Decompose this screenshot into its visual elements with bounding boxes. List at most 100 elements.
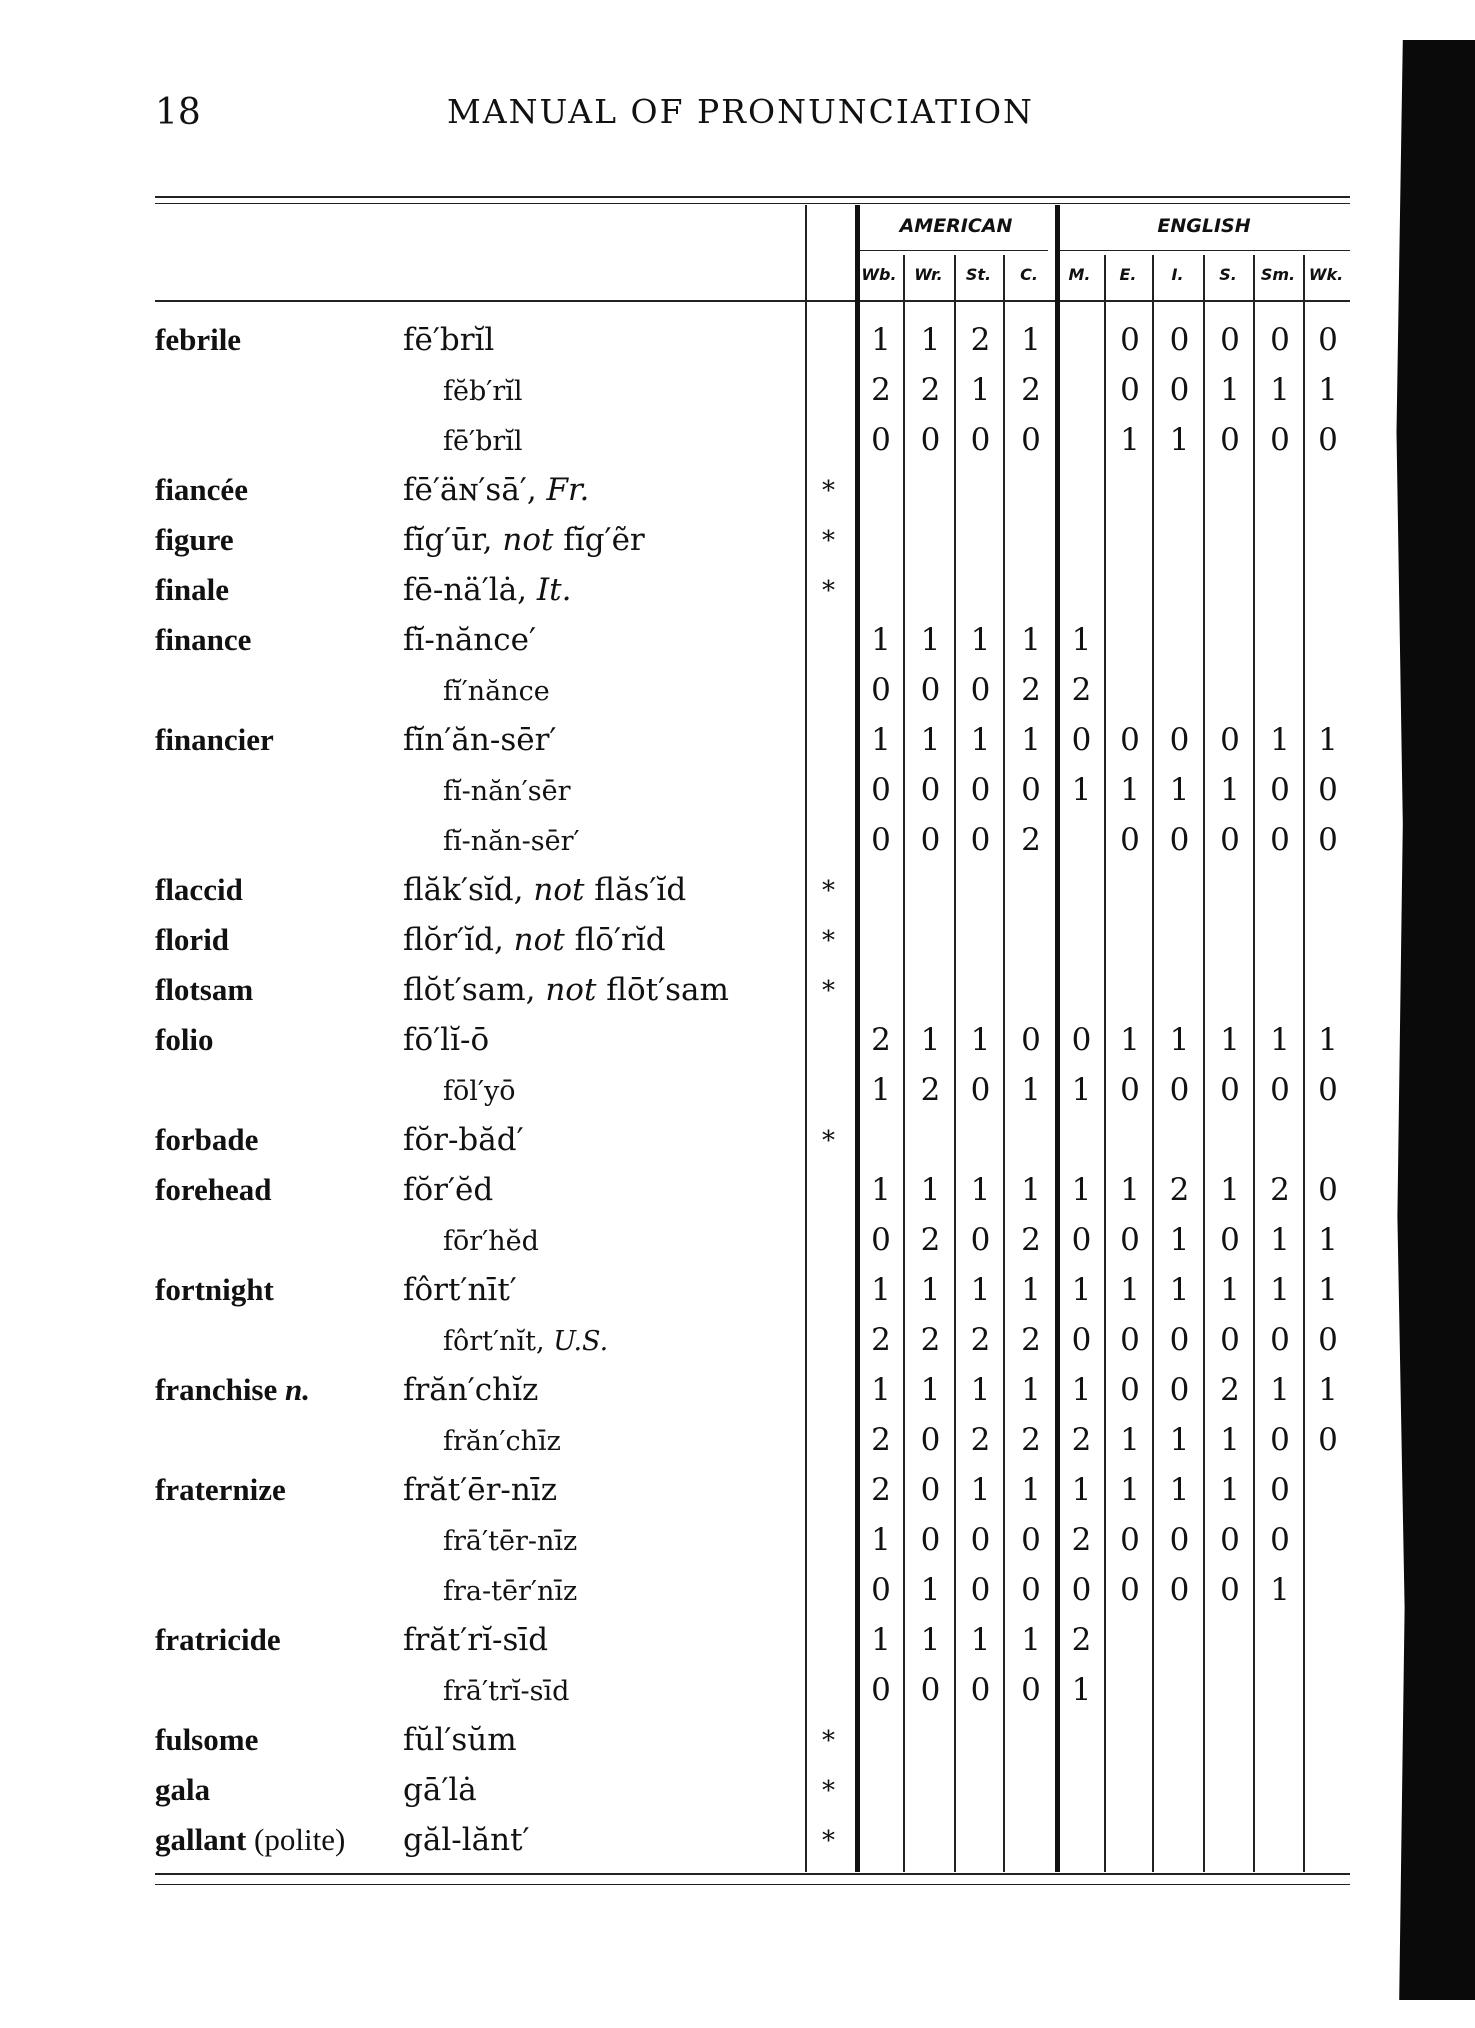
table-row: fĕb′rĭl 2 2 1 2 0 0 1 1 1 (0, 372, 1392, 422)
column-header: I. (1171, 265, 1184, 284)
table-row: fraternize frăt′ēr-nīz 2 0 1 1 1 1 1 1 0 (0, 1472, 1392, 1522)
table-row: frăn′chīz 2 0 2 2 2 1 1 1 0 0 (0, 1422, 1392, 1472)
pronunciation-segment: fē′brĭl (443, 426, 523, 457)
table-row: fĭ-năn′sēr 0 0 0 0 1 1 1 1 0 0 (0, 772, 1392, 822)
vote-count: 2 (970, 322, 991, 358)
pronunciation: fĭ-năn′sēr (443, 776, 571, 807)
vote-count: 1 (1318, 1222, 1338, 1258)
vote-count: 0 (1270, 1322, 1290, 1358)
vote-count: 1 (1021, 1272, 1041, 1308)
vote-count: 0 (920, 672, 941, 708)
vote-count: 0 (920, 1472, 941, 1508)
vote-count: 0 (1318, 822, 1338, 858)
table-row: florid flŏr′ĭd, not flō′rĭd * (0, 922, 1392, 972)
asterisk-mark: * (822, 576, 835, 606)
pronunciation-segment: fôrt′nĭt, (443, 1326, 554, 1357)
vote-count: 0 (920, 822, 941, 858)
vote-count: 0 (1270, 1422, 1290, 1458)
vote-count: 0 (871, 1222, 891, 1258)
table-row: fē′brĭl 0 0 0 0 1 1 0 0 0 (0, 422, 1392, 472)
vote-count: 0 (871, 1672, 891, 1708)
column-header: St. (965, 265, 992, 284)
vote-count: 0 (1120, 322, 1140, 358)
vote-count: 0 (1021, 1022, 1041, 1058)
pronunciation: fĭn′ăn-sēr′ (403, 722, 556, 758)
vote-count: 0 (1220, 1222, 1240, 1258)
headword-text: forbade (155, 1122, 259, 1157)
vote-count: 0 (970, 1522, 991, 1558)
vote-count: 1 (1220, 1172, 1240, 1208)
vote-count: 1 (1021, 1172, 1041, 1208)
vote-count: 0 (1318, 422, 1338, 458)
vote-count: 1 (1021, 722, 1041, 758)
vote-count: 1 (1021, 622, 1041, 658)
pronunciation: frā′trĭ-sīd (443, 1676, 569, 1707)
vote-count: 1 (1270, 1022, 1290, 1058)
vote-count: 1 (920, 1272, 941, 1308)
headword-text: finale (155, 572, 230, 607)
table-row: fra-tēr′nīz 0 1 0 0 0 0 0 0 1 (0, 1572, 1392, 1622)
table-row: gallant (polite) găl-lănt′ * (0, 1822, 1392, 1872)
vote-count: 2 (1071, 672, 1092, 708)
vote-count: 0 (1120, 1372, 1140, 1408)
vote-count: 0 (1270, 822, 1290, 858)
headword: financier (155, 722, 274, 758)
headword: fraternize (155, 1472, 286, 1508)
column-divider (1055, 205, 1060, 1872)
vote-count: 0 (1220, 822, 1240, 858)
vote-count: 1 (970, 1022, 991, 1058)
vote-count: 0 (871, 772, 891, 808)
column-divider (855, 205, 860, 1872)
vote-count: 1 (1071, 1072, 1092, 1108)
vote-count: 0 (1318, 1172, 1338, 1208)
pronunciation-segment: fē′äɴ′sā′, (403, 472, 547, 508)
vote-count: 1 (1120, 1172, 1140, 1208)
vote-count: 2 (970, 1322, 991, 1358)
vote-count: 1 (1071, 1472, 1092, 1508)
column-header: E. (1119, 265, 1137, 284)
table-row: folio fō′lĭ-ō 2 1 1 0 0 1 1 1 1 1 (0, 1022, 1392, 1072)
vote-count: 1 (871, 1622, 891, 1658)
vote-count: 1 (1120, 1422, 1140, 1458)
vote-count: 0 (1120, 1522, 1140, 1558)
column-header: C. (1020, 265, 1038, 284)
pronunciation-segment: fĭn′ăn-sēr′ (403, 722, 557, 758)
asterisk-mark: * (822, 526, 835, 556)
vote-count: 2 (1220, 1372, 1240, 1408)
column-header: M. (1068, 265, 1091, 284)
vote-count: 1 (1318, 372, 1338, 408)
vote-count: 2 (970, 1422, 991, 1458)
vote-count: 1 (1169, 772, 1190, 808)
vote-count: 0 (1169, 1372, 1190, 1408)
vote-count: 1 (1169, 1022, 1190, 1058)
table-row: flotsam flŏt′sam, not flōt′sam * (0, 972, 1392, 1022)
asterisk-mark: * (822, 926, 835, 956)
vote-count: 0 (920, 772, 941, 808)
pronunciation-segment: Fr. (546, 472, 590, 508)
pronunciation: fĭ′nănce (443, 676, 550, 707)
american-rule (858, 250, 1048, 251)
vote-count: 0 (871, 822, 891, 858)
vote-count: 0 (1220, 322, 1240, 358)
headword-text: finance (155, 622, 252, 657)
asterisk-mark: * (822, 976, 835, 1006)
vote-count: 0 (970, 772, 991, 808)
headword-text: florid (155, 922, 230, 957)
headword: fratricide (155, 1622, 281, 1658)
group-english: ENGLISH (1157, 215, 1251, 237)
pronunciation: fōr′hĕd (443, 1226, 539, 1257)
vote-count: 1 (1270, 1372, 1290, 1408)
headword-text: franchise (155, 1372, 278, 1407)
headword: febrile (155, 322, 241, 358)
column-header: Sm. (1260, 265, 1296, 284)
english-rule (1060, 250, 1350, 251)
pronunciation-segment: fĭ-nănce′ (403, 622, 537, 658)
table-row: financier fĭn′ăn-sēr′ 1 1 1 1 0 0 0 0 1 1 (0, 722, 1392, 772)
vote-count: 1 (1318, 1022, 1338, 1058)
vote-count: 1 (1220, 372, 1240, 408)
vote-count: 0 (1071, 1222, 1092, 1258)
vote-count: 1 (1169, 422, 1190, 458)
pronunciation-segment: fĭ′nănce (443, 676, 550, 707)
vote-count: 0 (1318, 322, 1338, 358)
pronunciation-segment: fē-nä′lȧ, (403, 572, 537, 608)
